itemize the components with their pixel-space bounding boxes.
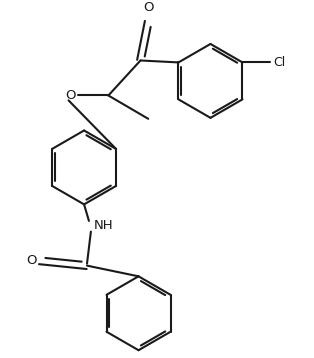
Text: O: O — [143, 1, 154, 14]
Text: O: O — [26, 254, 37, 267]
Text: Cl: Cl — [273, 56, 286, 69]
Text: O: O — [65, 89, 76, 102]
Text: NH: NH — [94, 219, 113, 232]
